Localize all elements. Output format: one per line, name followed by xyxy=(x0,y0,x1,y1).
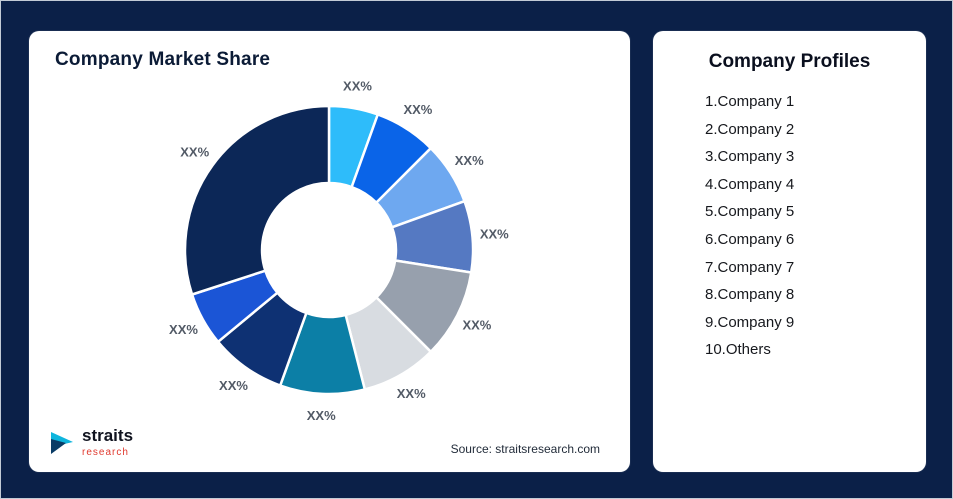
company-list-item: 6.Company 6 xyxy=(705,230,795,248)
slice-label-5: XX% xyxy=(462,317,491,332)
slice-label-2: XX% xyxy=(403,102,432,117)
donut-slice-10 xyxy=(183,104,331,296)
company-list-item: 7.Company 7 xyxy=(705,258,795,276)
slice-label-1: XX% xyxy=(343,79,372,94)
straits-logo-icon xyxy=(51,431,73,454)
company-list-item: 10.Others xyxy=(705,341,771,359)
source-attribution: Source: straitsresearch.com xyxy=(450,442,600,456)
company-list-item: 8.Company 8 xyxy=(705,286,795,304)
company-list: 1.Company 1 2.Company 2 3.Company 3 4.Compa… xyxy=(653,88,926,364)
profiles-title: Company Profiles xyxy=(708,51,871,72)
slice-label-7: XX% xyxy=(307,408,336,423)
chart-title: Company Market Share xyxy=(55,49,271,70)
company-list-item: 9.Company 9 xyxy=(705,313,795,331)
logo-brand: straits xyxy=(82,426,134,445)
company-list-item: 2.Company 2 xyxy=(705,120,795,138)
market-share-card: Company Market Share XX% XX% XX% XX% XX% XX% X… xyxy=(29,31,630,472)
logo-subbrand: research xyxy=(82,447,129,458)
company-list-item: 5.Company 5 xyxy=(705,203,795,221)
company-list-item: 1.Company 1 xyxy=(705,93,795,110)
logo-text: straits research xyxy=(82,427,133,458)
slice-label-10: XX% xyxy=(180,144,209,159)
slice-label-6: XX% xyxy=(397,386,426,401)
slice-label-3: XX% xyxy=(455,153,484,168)
company-profiles-card: Company Profiles 1.Company 1 2.Company 2 3… xyxy=(653,31,926,472)
company-list-item: 3.Company 3 xyxy=(705,148,795,166)
slice-label-9: XX% xyxy=(169,322,198,337)
donut-chart: XX% XX% XX% XX% XX% XX% XX% XX% XX% XX% xyxy=(169,79,509,423)
straits-research-logo: straits research xyxy=(49,427,133,458)
slice-label-8: XX% xyxy=(219,378,248,393)
company-list-item: 4.Company 4 xyxy=(705,175,795,193)
slice-label-4: XX% xyxy=(480,226,509,241)
